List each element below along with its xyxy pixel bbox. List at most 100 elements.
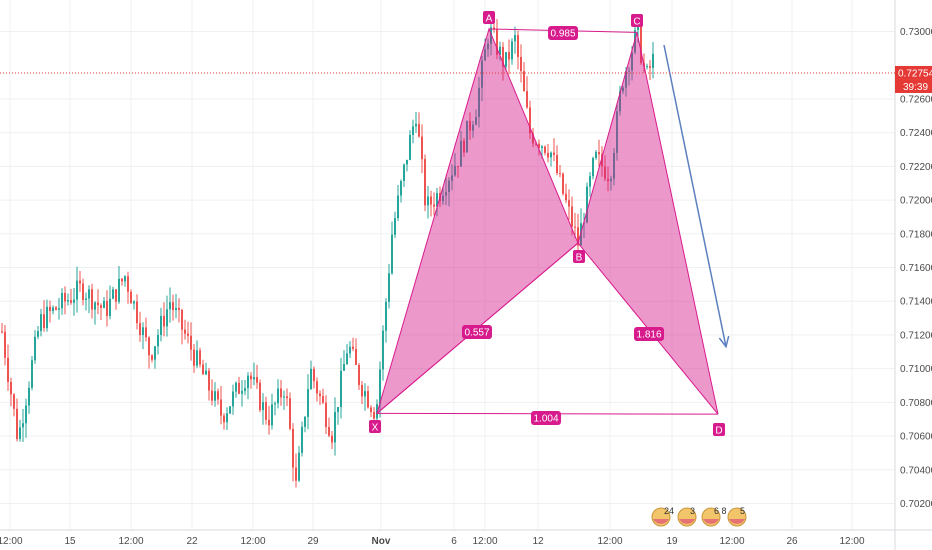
candle-body bbox=[451, 175, 453, 181]
event-badge-count: 6 8 bbox=[714, 506, 727, 516]
candle-body bbox=[652, 53, 654, 68]
candle-body bbox=[94, 302, 96, 310]
candle-body bbox=[190, 335, 192, 350]
candle-body bbox=[331, 435, 333, 443]
candle-body bbox=[562, 173, 564, 194]
candle-body bbox=[79, 280, 81, 284]
candle-body bbox=[154, 346, 156, 360]
harmonic-pattern[interactable]: X A B C D 0.985 0.557 1.816 1.004 bbox=[369, 11, 725, 437]
candle-body bbox=[118, 278, 120, 302]
candle-body bbox=[490, 27, 492, 44]
event-flag-icon bbox=[729, 519, 745, 524]
candle-body bbox=[427, 196, 429, 206]
point-label-c: C bbox=[633, 17, 640, 28]
candle-body bbox=[58, 308, 60, 310]
x-tick-label: 12:00 bbox=[0, 536, 23, 547]
candle-body bbox=[196, 350, 198, 366]
x-tick-label: 12:00 bbox=[240, 536, 265, 547]
candle-body bbox=[625, 71, 627, 88]
candle-body bbox=[229, 406, 231, 414]
candle-body bbox=[277, 388, 279, 404]
candle-body bbox=[37, 331, 39, 337]
countdown-label: 39:39 bbox=[903, 82, 928, 93]
candle-body bbox=[61, 293, 63, 309]
candle-body bbox=[571, 206, 573, 227]
candle-body bbox=[523, 71, 525, 92]
candle-body bbox=[145, 327, 147, 338]
candle-body bbox=[289, 398, 291, 429]
candle-body bbox=[22, 423, 24, 428]
candle-body bbox=[388, 273, 390, 302]
candle-body bbox=[412, 126, 414, 135]
candle-body bbox=[169, 302, 171, 310]
candle-body bbox=[607, 178, 609, 182]
candle-body bbox=[319, 393, 321, 397]
x-tick-label: 22 bbox=[186, 536, 198, 547]
candle-body bbox=[247, 375, 249, 389]
candle-body bbox=[559, 173, 561, 175]
point-label-bg bbox=[713, 423, 725, 436]
candle-body bbox=[31, 360, 33, 388]
candle-body bbox=[646, 66, 648, 68]
candle-body bbox=[406, 159, 408, 165]
arrow-shaft bbox=[663, 44, 727, 347]
candle-body bbox=[4, 331, 6, 358]
candle-body bbox=[418, 123, 420, 137]
candle-body bbox=[157, 335, 159, 347]
candle-body bbox=[610, 178, 612, 182]
candle-body bbox=[265, 402, 267, 420]
candle-body bbox=[253, 377, 255, 380]
candle-body bbox=[1, 331, 3, 333]
candle-body bbox=[508, 52, 510, 60]
candle-body bbox=[127, 276, 129, 292]
candle-body bbox=[370, 407, 372, 412]
point-label-bg bbox=[483, 11, 495, 24]
candle-body bbox=[286, 396, 288, 399]
candle-body bbox=[226, 413, 228, 423]
candle-body bbox=[424, 159, 426, 206]
candle-body bbox=[67, 300, 69, 302]
candle-body bbox=[103, 300, 105, 308]
candle-body bbox=[466, 120, 468, 153]
candle-series bbox=[1, 13, 654, 488]
candle-body bbox=[271, 404, 273, 426]
projection-arrow[interactable] bbox=[663, 44, 730, 349]
ratio-label: 0.557 bbox=[464, 328, 489, 339]
candle-body bbox=[445, 192, 447, 196]
candle-body bbox=[115, 289, 117, 302]
candle-body bbox=[64, 293, 66, 302]
candle-body bbox=[565, 193, 567, 201]
candle-body bbox=[586, 186, 588, 223]
candle-body bbox=[505, 52, 507, 67]
candle-body bbox=[256, 377, 258, 383]
candle-body bbox=[244, 388, 246, 391]
candle-body bbox=[454, 165, 456, 176]
candle-body bbox=[85, 298, 87, 300]
event-flag-icon bbox=[653, 519, 669, 524]
candle-body bbox=[316, 381, 318, 394]
candle-body bbox=[514, 35, 516, 42]
candle-body bbox=[181, 309, 183, 330]
candle-body bbox=[124, 276, 126, 282]
candle-body bbox=[649, 66, 651, 68]
candle-body bbox=[400, 180, 402, 196]
candle-body bbox=[97, 302, 99, 306]
candle-body bbox=[136, 301, 138, 324]
candle-body bbox=[205, 370, 207, 375]
y-tick-label: 0.70200 bbox=[900, 499, 932, 510]
event-badges[interactable]: 24 3 6 8 5 bbox=[651, 506, 747, 527]
candle-body bbox=[13, 394, 15, 409]
point-label-d: D bbox=[715, 426, 722, 437]
candle-body bbox=[391, 234, 393, 274]
candle-body bbox=[193, 349, 195, 366]
candle-body bbox=[232, 391, 234, 407]
candle-body bbox=[616, 111, 618, 153]
candle-body bbox=[463, 140, 465, 153]
candle-body bbox=[106, 300, 108, 316]
